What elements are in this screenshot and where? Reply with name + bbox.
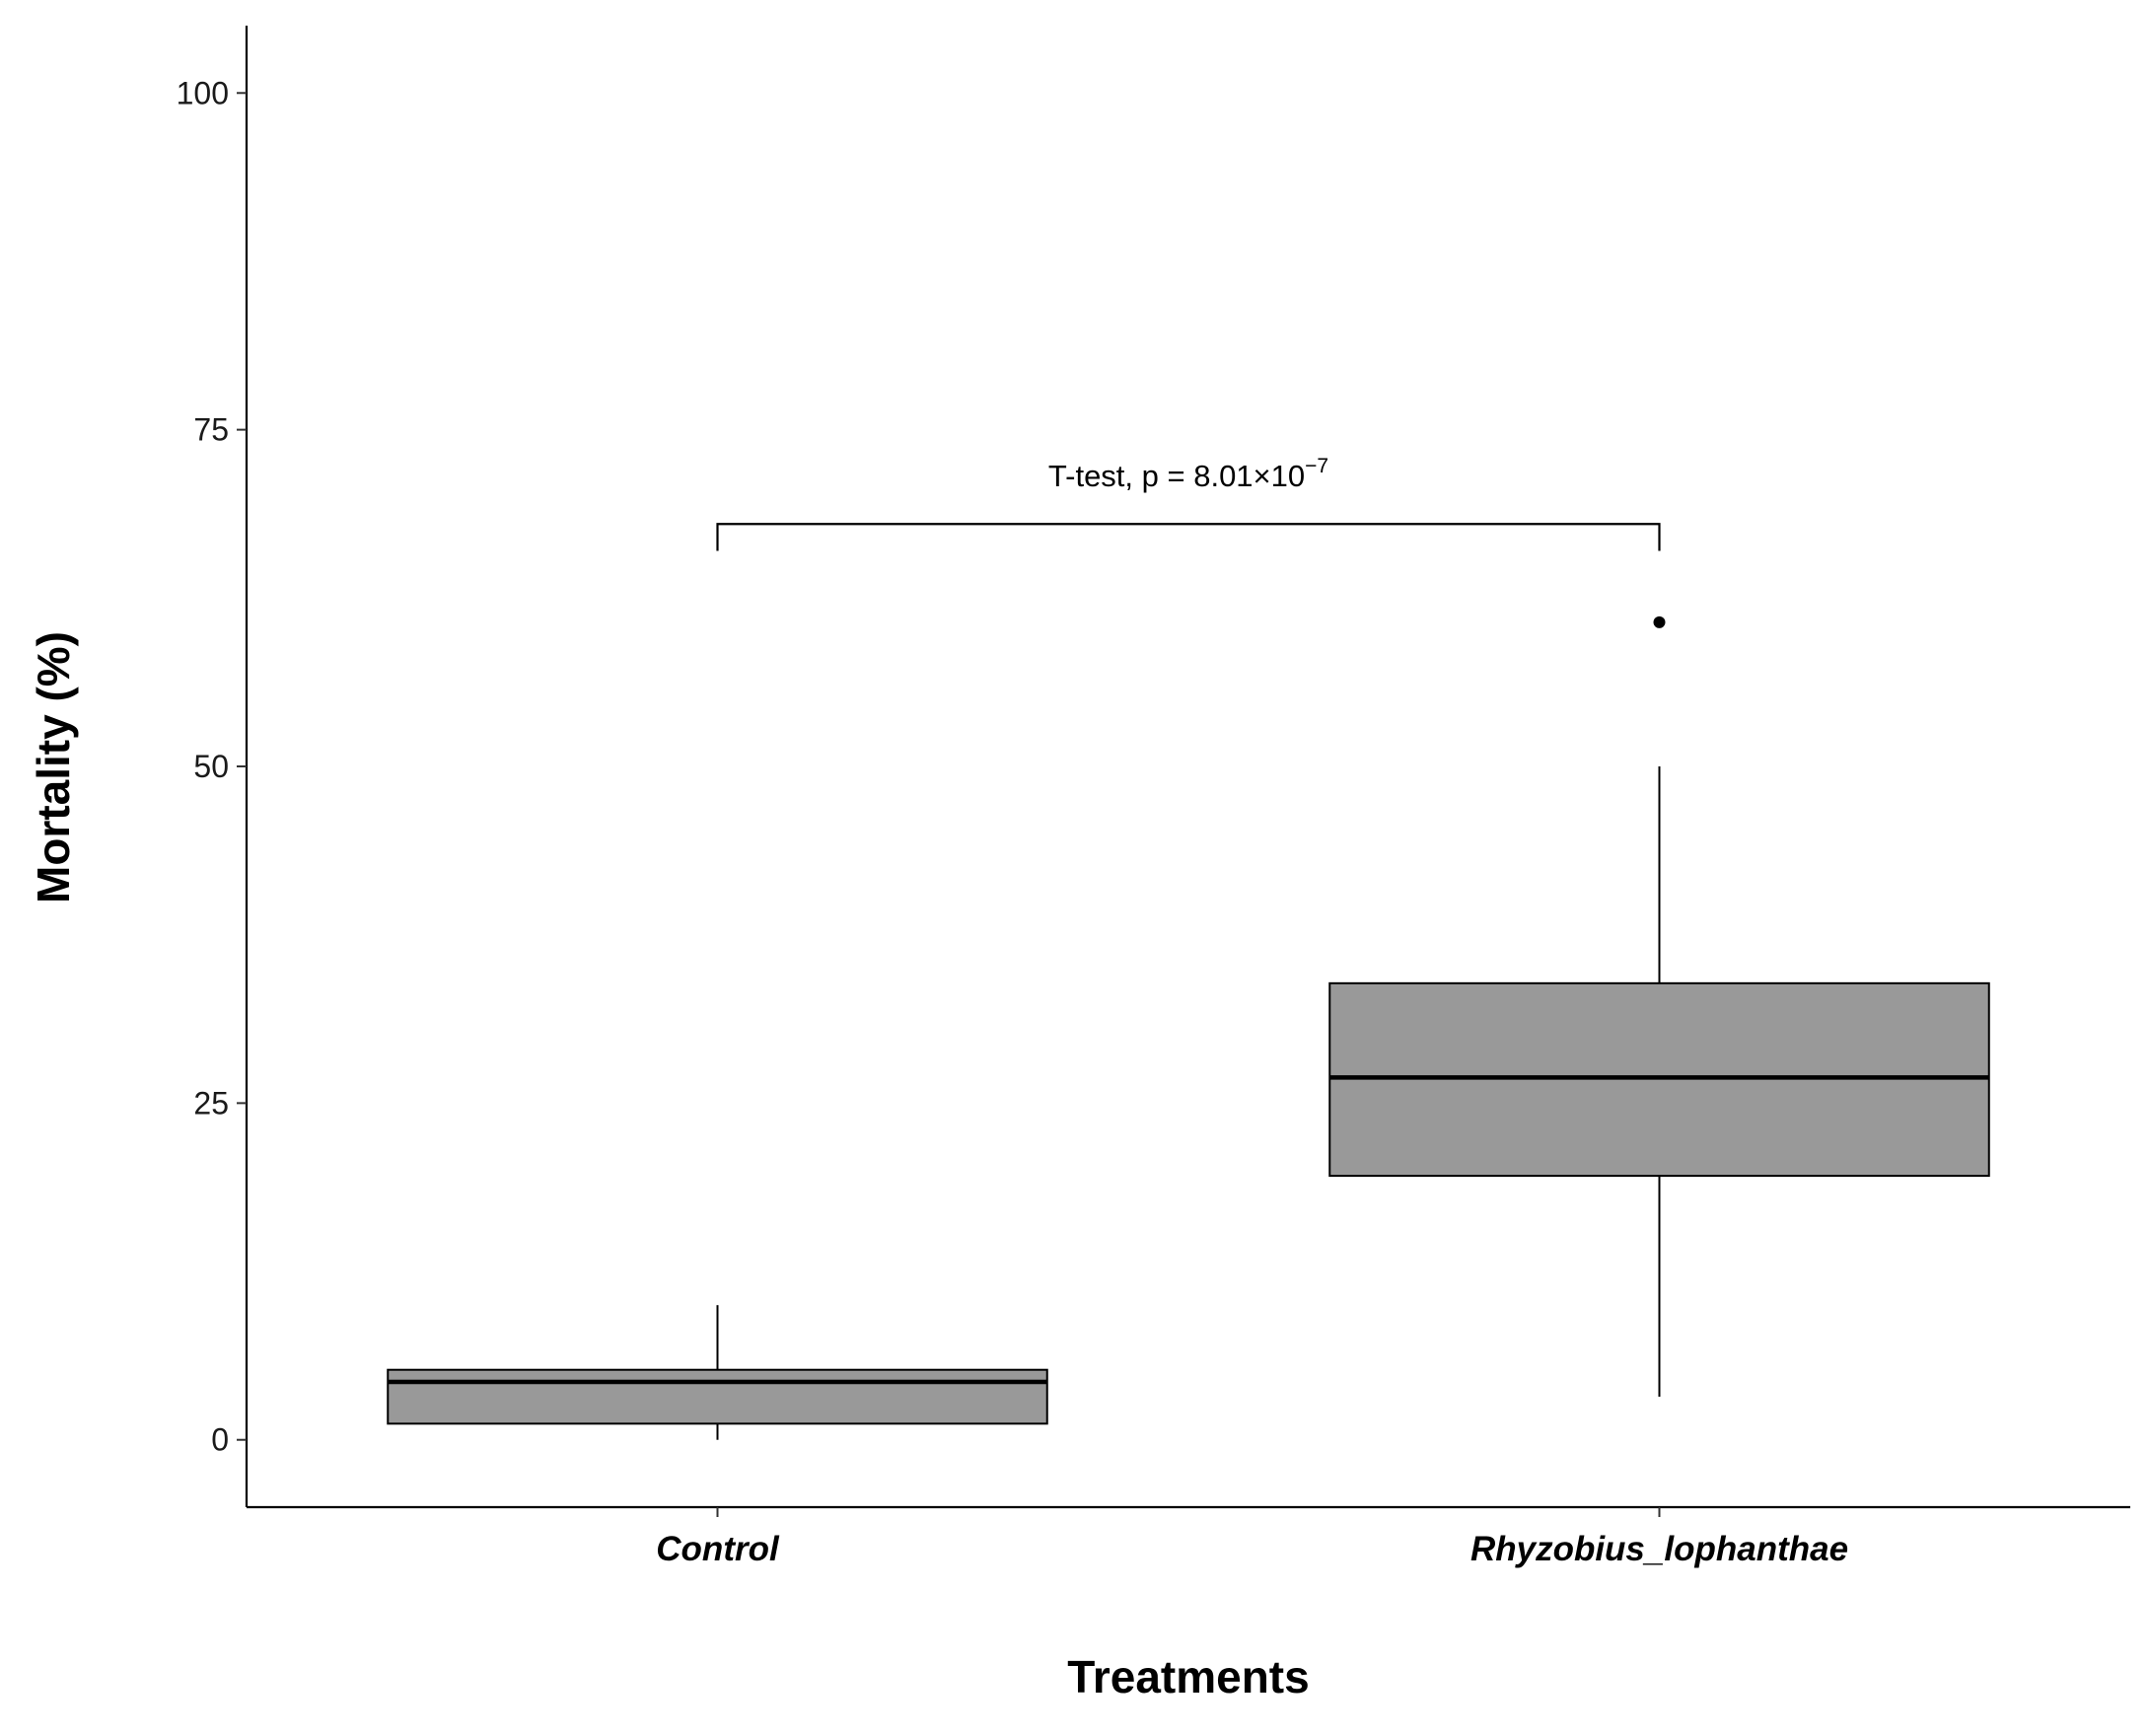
- x-axis-ticks: Control Rhyzobius_lophanthae: [656, 1507, 1848, 1568]
- y-tick-label: 50: [193, 749, 229, 784]
- x-tick-label: Control: [656, 1530, 780, 1568]
- y-axis-title: Mortality (%): [28, 631, 79, 904]
- significance-annotation: T-test, p = 8.01×10−7: [716, 455, 1661, 551]
- box-rhyzobius-lophanthae: [1328, 615, 1990, 1398]
- x-axis-title: Treatments: [1067, 1651, 1309, 1702]
- significance-bracket: [716, 523, 1661, 551]
- y-tick-label: 25: [193, 1085, 229, 1121]
- box-control: [387, 1305, 1048, 1440]
- y-tick-label: 75: [193, 412, 229, 448]
- x-tick-label: Rhyzobius_lophanthae: [1470, 1530, 1848, 1568]
- outlier-point: [1653, 615, 1666, 628]
- iqr-box: [387, 1368, 1048, 1425]
- annotation-text: T-test, p = 8.01×10−7: [1048, 455, 1328, 493]
- boxes: [387, 615, 1990, 1440]
- y-tick-label: 100: [177, 75, 229, 110]
- y-tick-label: 0: [211, 1422, 229, 1458]
- axes: [245, 26, 2130, 1509]
- y-axis-ticks: 0 25 50 75 100: [177, 75, 247, 1458]
